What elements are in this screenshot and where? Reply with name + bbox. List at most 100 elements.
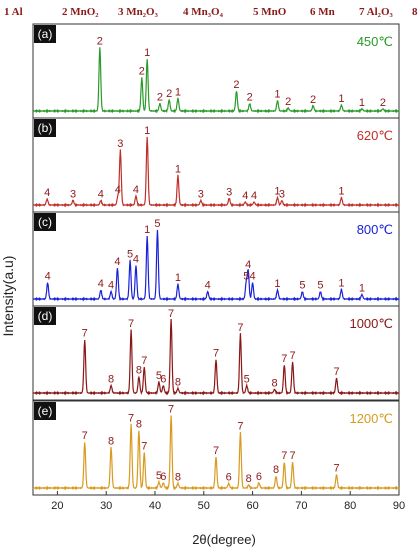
panel-label: (a) [38,27,53,41]
peak-label: 3 [226,186,232,198]
x-axis-label: 2θ(degree) [192,532,256,547]
peak-label: 4 [133,254,139,266]
peak-label: 3 [117,138,123,150]
peak-label: 7 [168,308,174,320]
legend-item: 8 MnAl₂O₄ [412,6,419,18]
peak-label: 4 [133,184,139,196]
peak-label: 4 [245,259,251,271]
peak-label: 4 [45,271,51,283]
peak-label: 6 [226,472,232,484]
peak-label: 8 [108,374,114,386]
peak-label: 8 [246,473,252,485]
peak-label: 8 [175,377,181,389]
y-axis-label: Intensity(a.u) [0,256,16,337]
legend-item: 7 Al₂O₃ [359,6,393,18]
peak-label: 5 [156,470,162,482]
peak-label: 6 [256,471,262,483]
x-tick-label: 60 [246,500,258,512]
peak-label: 7 [237,322,243,334]
peak-label: 3 [198,189,204,201]
peak-label: 8 [175,472,181,484]
series-name: 1000℃ [349,316,393,331]
peak-label: 2 [166,88,172,100]
peak-label: 5 [156,370,162,382]
panel-label-box [34,213,56,231]
peak-label: 1 [338,93,344,105]
peak-label: 1 [338,186,344,198]
peak-label: 5 [154,218,160,230]
peak-label: 7 [168,403,174,415]
peak-label: 1 [359,283,365,295]
peak-label: 4 [98,189,104,201]
peak-label: 4 [98,278,104,290]
x-tick-label: 70 [295,500,307,512]
peak-label: 7 [82,430,88,442]
legend-item: 4 Mn₃O₄ [183,6,224,18]
panel-label: (c) [38,215,52,229]
peak-label: 7 [213,348,219,360]
peak-label: 1 [175,272,181,284]
panel-label-box [34,402,56,420]
panel-frame [32,211,400,307]
peak-label: 2 [157,92,163,104]
peak-label: 7 [128,318,134,330]
peak-label: 2 [247,92,253,104]
x-tick-label: 20 [51,500,63,512]
x-tick-label: 50 [198,500,210,512]
x-tick-label: 40 [149,500,161,512]
series-line [32,229,400,302]
peak-label: 3 [70,189,76,201]
peak-label: 8 [108,435,114,447]
peak-label: 5 [299,280,305,292]
peak-label: 5 [317,280,323,292]
peak-label: 1 [144,125,150,137]
peak-label: 6 [160,471,166,483]
legend-item: 3 Mn₂O₃ [118,6,159,18]
peak-label: 1 [338,277,344,289]
peak-label: 1 [175,163,181,175]
peak-label: 2 [380,97,386,109]
peak-label: 5 [243,271,249,283]
peak-label: 7 [128,412,134,424]
peak-label: 1 [274,278,280,290]
legend-item: 6 Mn [310,6,335,18]
legend-item: 2 MnO₂ [62,6,99,18]
peak-label: 6 [160,374,166,386]
series-name: 450℃ [357,34,393,49]
peak-label: 8 [136,418,142,430]
peak-label: 2 [139,66,145,78]
peak-label: 2 [285,96,291,108]
legend-item: 5 MnO [253,6,287,18]
peak-label: 1 [359,97,365,109]
peak-label: 4 [251,190,257,202]
peak-label: 7 [290,350,296,362]
panel-label: (d) [38,309,53,323]
x-tick-label: 90 [393,500,405,512]
panel-label-box [34,25,56,43]
series-line [32,318,400,396]
peak-label: 8 [271,377,277,389]
series-line [32,136,400,208]
phase-legend: 1 Al 2 MnO₂ 3 Mn₂O₃ 4 Mn₃O₄ 5 MnO 6 Mn 7 Al₂O₃… [4,6,419,18]
peak-label: 4 [108,280,114,292]
peak-label: 4 [115,184,121,196]
peak-label: 1 [144,47,150,59]
series-name: 620℃ [357,128,393,143]
peak-label: 7 [237,421,243,433]
legend-item: 1 Al [4,6,23,18]
peak-label: 8 [136,365,142,377]
peak-label: 5 [127,249,133,261]
peak-label: 8 [273,464,279,476]
series-name: 800℃ [357,222,393,237]
x-tick-label: 80 [344,500,356,512]
peak-label: 4 [205,280,211,292]
series-line [32,415,400,491]
panel-frame [32,305,400,401]
peak-label: 7 [333,463,339,475]
panel-frame [32,400,400,496]
series-name: 1200℃ [349,411,393,426]
